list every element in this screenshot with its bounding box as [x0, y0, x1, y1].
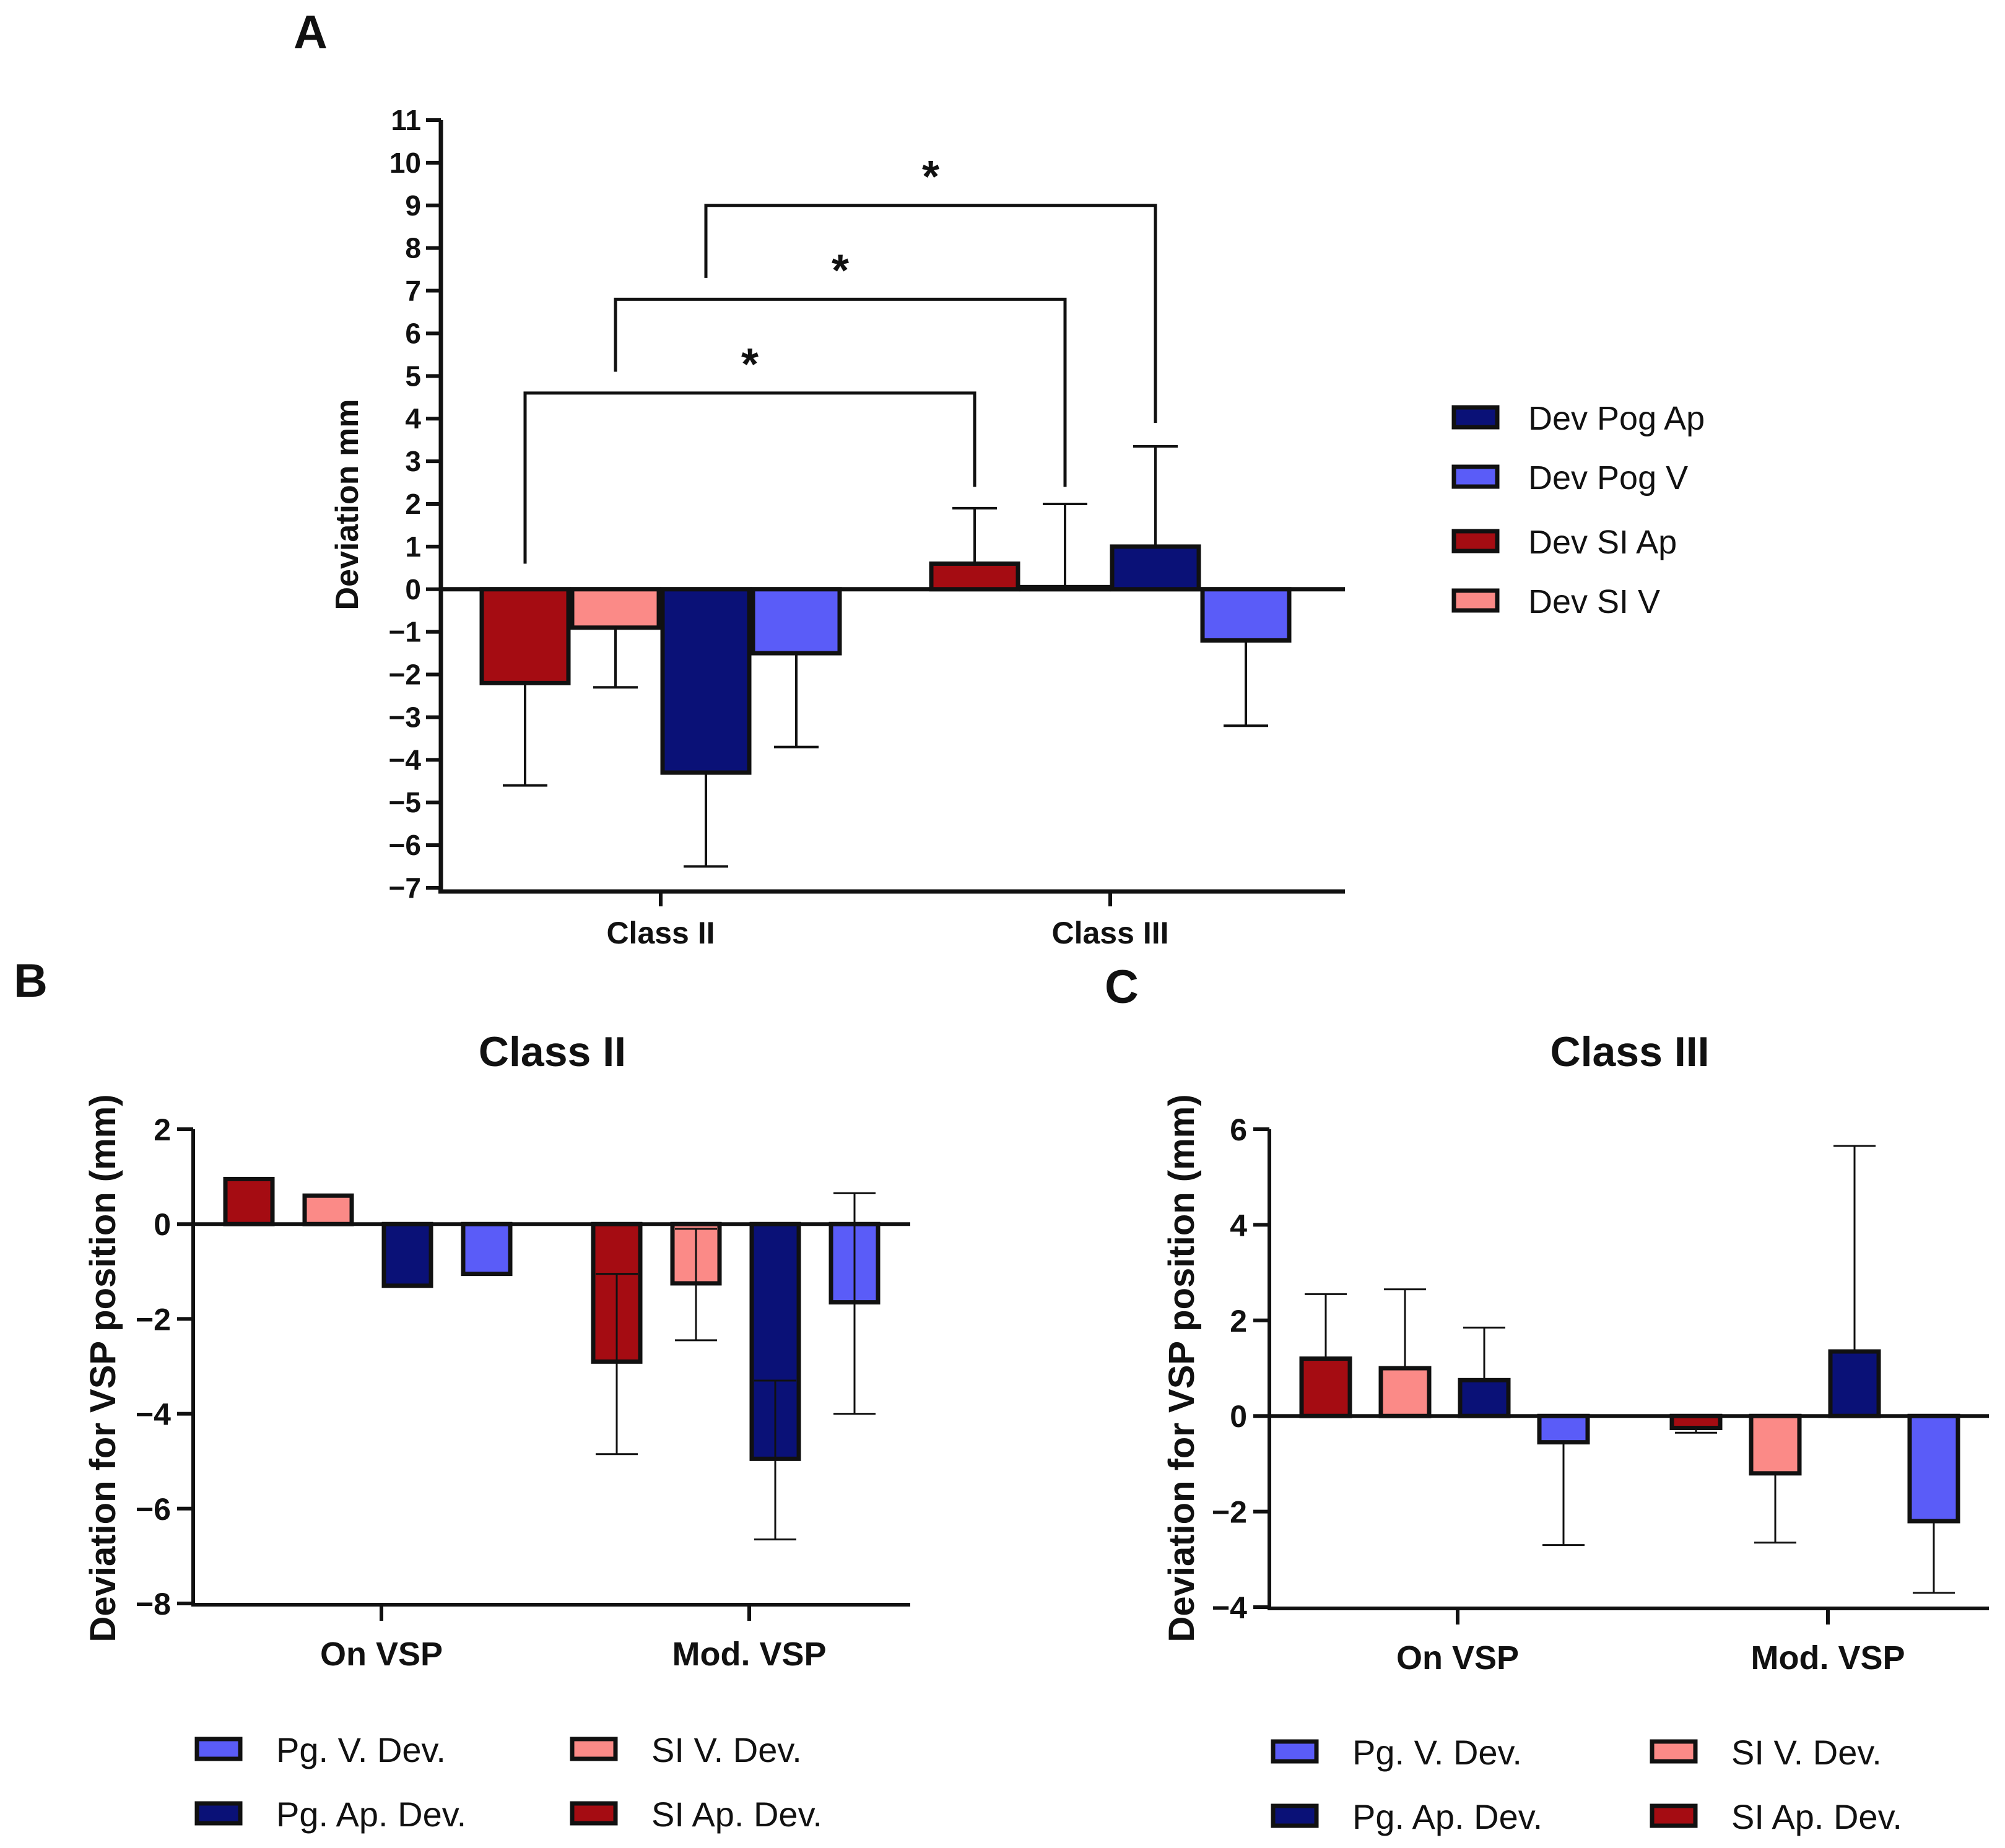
chart-b-legend-label: Pg. Ap. Dev. — [276, 1795, 466, 1834]
chart-a-y-tick-label: −5 — [389, 786, 421, 818]
chart-a-bar-dev-si-ap-class-ii — [479, 587, 571, 685]
chart-a-y-tick-label: −1 — [389, 616, 421, 648]
chart-a-legend-swatch — [1451, 464, 1500, 489]
chart-a-y-tick-label: −3 — [389, 701, 421, 733]
chart-a-legend-label: Dev SI V — [1528, 583, 1660, 620]
chart-b-legend-swatch — [570, 1801, 618, 1826]
chart-c-legend-label: SI V. Dev. — [1731, 1733, 1882, 1772]
chart-c-bar-pg-ap-dev-on-vsp — [1458, 1377, 1511, 1418]
chart-a-significance-bracket — [704, 204, 1157, 423]
chart-c-legend-label: Pg. Ap. Dev. — [1352, 1797, 1542, 1836]
panel-label-c: C — [1105, 961, 1139, 1013]
chart-c-title: Class III — [1550, 1028, 1709, 1075]
chart-b-bar-pg-v-dev-on-vsp — [461, 1221, 513, 1277]
chart-a-bar-dev-si-v-class-iii — [1019, 584, 1111, 592]
chart-b-legend-swatch — [194, 1737, 243, 1761]
chart-a: −7 −6 −5 −4 −3 −2 −1 0 1 2 3 4 5 6 7 8 9 10 11 Class II Clas… — [389, 104, 1705, 950]
chart-a-legend-label: Dev Pog V — [1528, 459, 1688, 497]
chart-a-y-tick-label: −7 — [389, 872, 421, 904]
chart-b-legend-label: SI V. Dev. — [651, 1730, 802, 1769]
chart-c-y-tick-label: −4 — [1212, 1590, 1247, 1625]
panel-label-b: B — [14, 955, 48, 1007]
chart-a-bar-dev-pog-ap-class-iii — [1110, 544, 1201, 592]
chart-b-legend-label: Pg. V. Dev. — [276, 1730, 446, 1769]
chart-a-bar-dev-pog-v-class-iii — [1200, 587, 1292, 643]
chart-a-y-tick-label: 10 — [389, 147, 421, 179]
chart-a-y-tick-label: 8 — [405, 232, 421, 264]
chart-a-bar-dev-pog-v-class-ii — [750, 587, 842, 656]
chart-c-y-tick-label: 0 — [1230, 1399, 1247, 1434]
chart-c-legend-swatch — [1650, 1803, 1698, 1828]
panel-label-a: A — [294, 6, 328, 59]
chart-a-bar-dev-pog-ap-class-ii — [660, 587, 752, 775]
chart-c-y-tick-label: 6 — [1230, 1113, 1247, 1147]
chart-c-x-tick-label: On VSP — [1396, 1639, 1519, 1677]
chart-a-legend-label: Dev SI Ap — [1528, 524, 1677, 561]
chart-a-x-tick-label: Class II — [606, 916, 715, 950]
chart-a-y-tick-label: 1 — [405, 531, 421, 563]
chart-c: −4 −2 0 2 4 6 On VSP Mod. VSP Pg. V. Dev. SI V. D… — [1212, 1113, 1989, 1836]
chart-a-y-tick-label: 7 — [405, 275, 421, 307]
chart-a-y-tick-label: −4 — [389, 744, 422, 776]
chart-b-y-tick-label: −2 — [136, 1302, 171, 1337]
chart-a-y-tick-label: −6 — [389, 829, 421, 861]
chart-b-legend-swatch — [570, 1737, 618, 1761]
chart-b-title: Class II — [479, 1028, 626, 1075]
chart-b-x-tick-label: Mod. VSP — [672, 1636, 826, 1673]
chart-b-legend-swatch — [194, 1801, 243, 1826]
chart-c-legend-swatch — [1271, 1803, 1319, 1828]
chart-c-bar-pg-v-dev-on-vsp — [1537, 1413, 1590, 1445]
chart-c-bar-pg-ap-dev-mod-vsp — [1828, 1349, 1881, 1418]
chart-a-bar-dev-si-v-class-ii — [570, 587, 661, 630]
chart-c-bar-si-ap-dev-mod-vsp — [1669, 1413, 1723, 1430]
chart-c-legend-swatch — [1650, 1739, 1698, 1764]
chart-a-y-tick-label: 11 — [391, 104, 421, 136]
chart-b-y-tick-label: 0 — [154, 1207, 171, 1242]
chart-b-y-tick-label: −8 — [136, 1587, 171, 1621]
chart-c-y-tick-label: 2 — [1230, 1304, 1247, 1338]
chart-c-legend-label: Pg. V. Dev. — [1352, 1733, 1522, 1772]
chart-c-y-tick-label: 4 — [1230, 1208, 1247, 1243]
chart-b-ylabel: Deviation for VSP position (mm) — [83, 1094, 123, 1642]
chart-c-y-tick-label: −2 — [1212, 1495, 1247, 1530]
chart-a-significance-label: * — [832, 246, 849, 295]
chart-b-y-tick-label: 2 — [154, 1113, 171, 1147]
chart-a-significance-bracket — [614, 297, 1067, 487]
chart-b-legend-label: SI Ap. Dev. — [651, 1795, 822, 1834]
chart-a-legend-swatch — [1451, 588, 1500, 613]
chart-a-bar-dev-si-ap-class-iii — [929, 561, 1020, 592]
chart-c-bar-si-ap-dev-on-vsp — [1299, 1356, 1352, 1418]
chart-a-legend-label: Dev Pog Ap — [1528, 400, 1705, 437]
chart-a-y-tick-label: 2 — [405, 488, 421, 520]
chart-a-y-tick-label: 0 — [405, 573, 421, 605]
chart-a-significance-label: * — [922, 152, 939, 202]
chart-a-significance-label: * — [741, 340, 759, 389]
chart-b-bar-si-v-dev-on-vsp — [302, 1193, 354, 1226]
chart-c-ylabel: Deviation for VSP position (mm) — [1162, 1094, 1202, 1642]
chart-a-y-tick-label: −2 — [389, 659, 421, 691]
chart-c-bar-si-v-dev-on-vsp — [1378, 1366, 1432, 1418]
chart-b-y-tick-label: −6 — [136, 1492, 171, 1527]
chart-b-bar-pg-ap-dev-on-vsp — [381, 1221, 433, 1288]
chart-b: −8 −6 −4 −2 0 2 On VSP Mod. VSP Pg. V. Dev. SI V.… — [136, 1113, 910, 1834]
chart-c-legend-swatch — [1271, 1739, 1319, 1764]
chart-b-bar-si-ap-dev-on-vsp — [223, 1176, 275, 1226]
chart-c-bar-si-v-dev-mod-vsp — [1749, 1413, 1802, 1476]
chart-a-legend-swatch — [1451, 405, 1500, 430]
chart-a-y-tick-label: 4 — [405, 402, 421, 435]
chart-c-bar-pg-v-dev-mod-vsp — [1907, 1413, 1960, 1524]
chart-b-y-tick-label: −4 — [136, 1397, 171, 1432]
chart-c-x-tick-label: Mod. VSP — [1751, 1639, 1905, 1677]
chart-a-significance-bracket — [523, 391, 976, 564]
chart-a-y-tick-label: 6 — [405, 317, 421, 349]
chart-c-legend-label: SI Ap. Dev. — [1731, 1797, 1902, 1836]
chart-b-x-tick-label: On VSP — [320, 1636, 443, 1673]
chart-a-legend-swatch — [1451, 529, 1500, 553]
chart-a-x-tick-label: Class III — [1052, 916, 1169, 950]
chart-a-y-tick-label: 5 — [405, 360, 421, 392]
chart-a-y-tick-label: 3 — [405, 445, 421, 477]
chart-a-ylabel: Deviation mm — [329, 399, 365, 610]
chart-a-y-tick-label: 9 — [405, 189, 421, 222]
